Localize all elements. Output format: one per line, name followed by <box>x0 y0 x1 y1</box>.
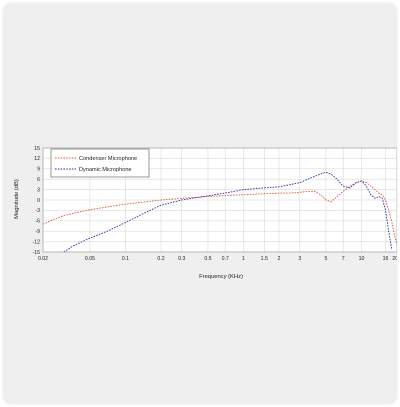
x-tick-label: 20 <box>392 256 397 262</box>
legend-box <box>50 148 150 178</box>
legend: Condenser Microphone Dynamic Microphone <box>50 148 150 178</box>
y-tick-label: 15 <box>34 146 40 152</box>
y-tick-label: -6 <box>35 219 40 225</box>
x-tick-label: 5 <box>325 256 328 262</box>
x-tick-label: 10 <box>359 256 365 262</box>
x-tick-label: 16 <box>383 256 389 262</box>
y-tick-label: -15 <box>33 250 41 256</box>
y-tick-label: 6 <box>37 177 40 183</box>
x-tick-label: 0.2 <box>157 256 164 262</box>
x-tick-label: 0.5 <box>204 256 211 262</box>
dynamic-microphone-line <box>63 171 393 253</box>
y-tick-labels: 15 12 9 6 3 0 -3 -6 -9 -12 -15 <box>33 146 41 256</box>
legend-label-condenser: Condenser Microphone <box>79 156 137 162</box>
x-axis-label: Frequency (KHz) <box>199 274 243 280</box>
y-tick-label: 9 <box>37 167 40 173</box>
y-tick-label: 0 <box>37 198 40 204</box>
condenser-microphone-line <box>42 180 397 246</box>
series-lines <box>42 171 397 253</box>
y-tick-label: -12 <box>33 239 41 245</box>
x-tick-labels: 0.02 0.05 0.1 0.2 0.3 0.5 0.7 1 1.5 2 3 5 7 10 16 20 <box>38 256 397 262</box>
x-tick-label: 0.3 <box>178 256 185 262</box>
y-tick-label: 3 <box>37 187 40 193</box>
x-tick-label: 7 <box>342 256 345 262</box>
y-tick-label: -9 <box>35 229 40 235</box>
x-tick-label: 0.02 <box>38 256 48 262</box>
y-tick-label: 12 <box>34 156 40 162</box>
plot-frame <box>42 147 397 253</box>
x-tick-label: 1 <box>242 256 245 262</box>
x-tick-label: 3 <box>298 256 301 262</box>
y-tick-label: -3 <box>35 208 40 214</box>
y-axis-label: Magnitude (dB) <box>14 179 20 219</box>
x-tick-label: 0.1 <box>122 256 129 262</box>
x-tick-label: 2 <box>278 256 281 262</box>
x-tick-label: 0.05 <box>85 256 95 262</box>
x-tick-label: 1.5 <box>261 256 268 262</box>
x-tick-label: 0.7 <box>222 256 229 262</box>
legend-label-dynamic: Dynamic Microphone <box>79 167 132 173</box>
chart-card: 15 12 9 6 3 0 -3 -6 -9 -12 -15 0.02 0.05 0.1 0.2 0.3 0.… <box>3 3 397 404</box>
